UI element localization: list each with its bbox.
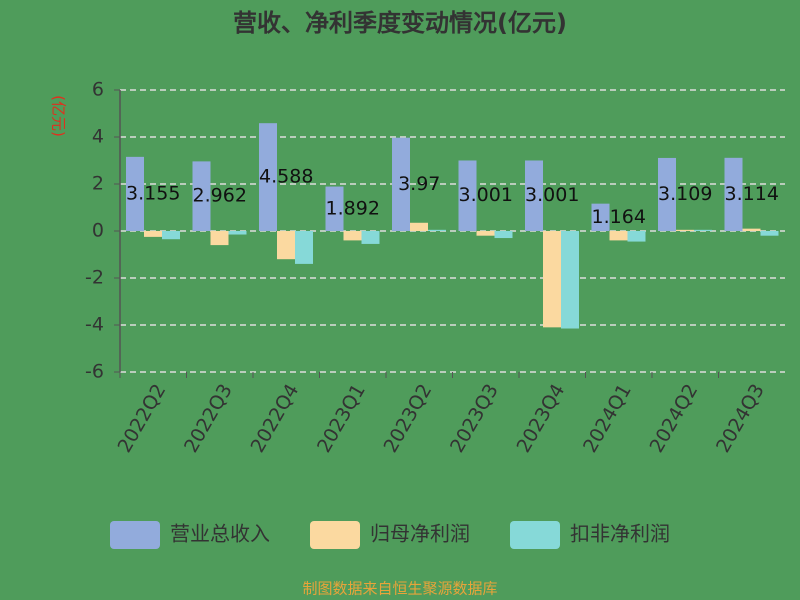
bar bbox=[126, 156, 144, 231]
legend-swatch bbox=[110, 521, 160, 549]
data-label: 3.001 bbox=[459, 184, 513, 206]
bar bbox=[609, 231, 628, 241]
y-tick-label: 6 bbox=[92, 79, 104, 101]
bar bbox=[742, 228, 761, 231]
bar bbox=[658, 157, 676, 231]
x-tick-label: 2022Q3 bbox=[180, 380, 237, 456]
bar bbox=[561, 231, 579, 329]
bar bbox=[476, 231, 495, 236]
bar bbox=[343, 231, 362, 241]
bar bbox=[392, 137, 410, 231]
x-tick-label: 2023Q4 bbox=[513, 380, 570, 456]
x-tick-label: 2023Q1 bbox=[313, 380, 370, 456]
y-tick-label: -2 bbox=[85, 267, 104, 289]
bar bbox=[627, 231, 646, 242]
bar bbox=[295, 231, 313, 264]
legend-swatch bbox=[510, 521, 560, 549]
bar bbox=[192, 161, 211, 231]
bar bbox=[410, 222, 428, 231]
x-tick-label: 2024Q1 bbox=[579, 380, 636, 456]
y-axis-label: (亿元) bbox=[50, 95, 68, 137]
data-label: 1.164 bbox=[592, 206, 646, 228]
y-tick-label: 0 bbox=[92, 220, 104, 242]
bar bbox=[494, 231, 513, 239]
bar bbox=[591, 203, 610, 231]
bar bbox=[760, 231, 779, 236]
bar bbox=[458, 160, 477, 231]
y-tick-label: -6 bbox=[85, 361, 104, 383]
x-tick-label: 2023Q3 bbox=[446, 380, 503, 456]
chart-title: 营收、净利季度变动情况(亿元) bbox=[233, 9, 567, 37]
bar bbox=[361, 231, 380, 244]
y-tick-label: 4 bbox=[92, 126, 104, 148]
x-tick-label: 2024Q3 bbox=[712, 380, 769, 456]
data-label: 3.155 bbox=[126, 182, 180, 204]
x-tick-label: 2024Q2 bbox=[646, 380, 703, 456]
bar bbox=[210, 231, 229, 246]
bar bbox=[162, 231, 180, 240]
bar bbox=[259, 123, 277, 231]
x-tick-label: 2023Q2 bbox=[380, 380, 437, 456]
bar bbox=[144, 231, 162, 237]
legend-label: 营业总收入 bbox=[170, 522, 270, 546]
bar bbox=[676, 229, 694, 231]
y-tick-label: 2 bbox=[92, 173, 104, 195]
data-label: 3.109 bbox=[658, 183, 712, 205]
data-label: 3.114 bbox=[725, 183, 779, 205]
x-tick-label: 2022Q4 bbox=[247, 380, 304, 456]
bar bbox=[428, 229, 446, 231]
data-label: 3.97 bbox=[398, 173, 440, 195]
y-tick-label: -4 bbox=[85, 314, 104, 336]
bar bbox=[325, 186, 344, 231]
bar bbox=[228, 231, 247, 235]
x-tick-label: 2022Q2 bbox=[114, 380, 171, 456]
data-label: 1.892 bbox=[326, 197, 380, 219]
legend-swatch bbox=[310, 521, 360, 549]
legend-label: 扣非净利润 bbox=[570, 522, 670, 546]
bar bbox=[543, 231, 561, 328]
data-label: 3.001 bbox=[525, 184, 579, 206]
bar bbox=[277, 231, 295, 260]
source-note: 制图数据来自恒生聚源数据库 bbox=[302, 580, 497, 598]
bar bbox=[525, 160, 543, 231]
bar bbox=[724, 157, 743, 231]
data-label: 4.588 bbox=[259, 166, 313, 188]
legend-label: 归母净利润 bbox=[370, 522, 470, 546]
bar bbox=[694, 229, 712, 231]
data-label: 2.962 bbox=[193, 185, 247, 207]
